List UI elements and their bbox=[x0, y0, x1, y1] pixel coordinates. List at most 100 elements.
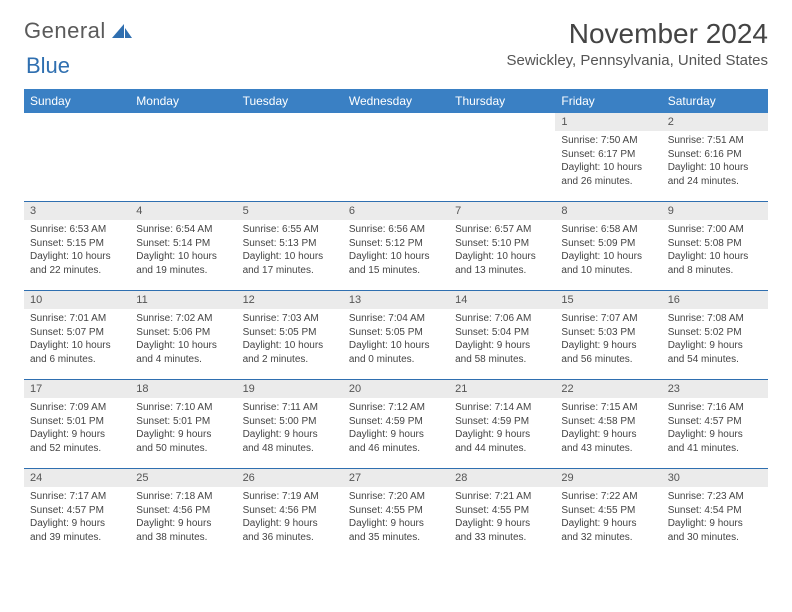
day-number: 11 bbox=[130, 291, 236, 309]
calendar-cell: 17 Sunrise: 7:09 AMSunset: 5:01 PMDayligh… bbox=[24, 380, 130, 469]
day-number: 16 bbox=[662, 291, 768, 309]
calendar-cell: 7 Sunrise: 6:57 AMSunset: 5:10 PMDaylight… bbox=[449, 202, 555, 291]
calendar-cell: 12Sunrise: 7:03 AMSunset: 5:05 PMDayligh… bbox=[237, 291, 343, 380]
day-number: 19 bbox=[237, 380, 343, 398]
day-detail: Sunrise: 7:16 AMSunset: 4:57 PMDaylight:… bbox=[668, 401, 762, 455]
calendar-cell: 11 Sunrise: 7:02 AMSunset: 5:06 PMDayligh… bbox=[130, 291, 236, 380]
day-detail: Sunrise: 7:07 AMSunset: 5:03 PMDaylight:… bbox=[561, 312, 655, 366]
logo-word-1: General bbox=[24, 18, 106, 44]
day-number: 7 bbox=[449, 202, 555, 220]
day-detail: Sunrise: 6:56 AMSunset: 5:12 PMDaylight:… bbox=[349, 223, 443, 277]
logo-sail-icon bbox=[110, 22, 134, 40]
day-number: 12 bbox=[237, 291, 343, 309]
day-detail: Sunrise: 6:53 AMSunset: 5:15 PMDaylight:… bbox=[30, 223, 124, 277]
calendar-cell: 20 Sunrise: 7:12 AMSunset: 4:59 PMDayligh… bbox=[343, 380, 449, 469]
day-number: 21 bbox=[449, 380, 555, 398]
calendar-row: 17 Sunrise: 7:09 AMSunset: 5:01 PMDayligh… bbox=[24, 380, 768, 469]
calendar-cell: 13Sunrise: 7:04 AMSunset: 5:05 PMDayligh… bbox=[343, 291, 449, 380]
calendar-cell: 14Sunrise: 7:06 AMSunset: 5:04 PMDayligh… bbox=[449, 291, 555, 380]
day-number: 8 bbox=[555, 202, 661, 220]
calendar-header-row: Sunday Monday Tuesday Wednesday Thursday… bbox=[24, 89, 768, 113]
page-title: November 2024 bbox=[506, 18, 768, 50]
calendar-cell: 22 Sunrise: 7:15 AMSunset: 4:58 PMDayligh… bbox=[555, 380, 661, 469]
calendar-cell: 21 Sunrise: 7:14 AMSunset: 4:59 PMDayligh… bbox=[449, 380, 555, 469]
calendar-cell bbox=[343, 113, 449, 202]
col-tuesday: Tuesday bbox=[237, 89, 343, 113]
calendar-cell: 6 Sunrise: 6:56 AMSunset: 5:12 PMDaylight… bbox=[343, 202, 449, 291]
day-detail: Sunrise: 6:55 AMSunset: 5:13 PMDaylight:… bbox=[243, 223, 337, 277]
day-detail: Sunrise: 7:20 AMSunset: 4:55 PMDaylight:… bbox=[349, 490, 443, 544]
calendar-cell bbox=[24, 113, 130, 202]
day-detail: Sunrise: 7:04 AMSunset: 5:05 PMDaylight:… bbox=[349, 312, 443, 366]
day-detail: Sunrise: 6:57 AMSunset: 5:10 PMDaylight:… bbox=[455, 223, 549, 277]
calendar-cell: 27 Sunrise: 7:20 AMSunset: 4:55 PMDayligh… bbox=[343, 469, 449, 558]
col-monday: Monday bbox=[130, 89, 236, 113]
calendar-cell bbox=[130, 113, 236, 202]
calendar-cell: 28Sunrise: 7:21 AMSunset: 4:55 PMDayligh… bbox=[449, 469, 555, 558]
calendar-cell: 19Sunrise: 7:11 AMSunset: 5:00 PMDayligh… bbox=[237, 380, 343, 469]
col-thursday: Thursday bbox=[449, 89, 555, 113]
calendar-cell: 30 Sunrise: 7:23 AMSunset: 4:54 PMDayligh… bbox=[662, 469, 768, 558]
calendar-cell: 1 Sunrise: 7:50 AMSunset: 6:17 PMDaylight… bbox=[555, 113, 661, 202]
calendar-table: Sunday Monday Tuesday Wednesday Thursday… bbox=[24, 89, 768, 557]
day-number: 29 bbox=[555, 469, 661, 487]
day-detail: Sunrise: 7:14 AMSunset: 4:59 PMDaylight:… bbox=[455, 401, 549, 455]
page-subtitle: Sewickley, Pennsylvania, United States bbox=[506, 52, 768, 69]
calendar-row: 24 Sunrise: 7:17 AMSunset: 4:57 PMDayligh… bbox=[24, 469, 768, 558]
day-number: 1 bbox=[555, 113, 661, 131]
col-wednesday: Wednesday bbox=[343, 89, 449, 113]
day-detail: Sunrise: 7:09 AMSunset: 5:01 PMDaylight:… bbox=[30, 401, 124, 455]
col-saturday: Saturday bbox=[662, 89, 768, 113]
day-detail: Sunrise: 7:51 AMSunset: 6:16 PMDaylight:… bbox=[668, 134, 762, 188]
calendar-cell: 8 Sunrise: 6:58 AMSunset: 5:09 PMDaylight… bbox=[555, 202, 661, 291]
day-detail: Sunrise: 7:10 AMSunset: 5:01 PMDaylight:… bbox=[136, 401, 230, 455]
day-detail: Sunrise: 7:17 AMSunset: 4:57 PMDaylight:… bbox=[30, 490, 124, 544]
day-detail: Sunrise: 7:50 AMSunset: 6:17 PMDaylight:… bbox=[561, 134, 655, 188]
calendar-row: 1 Sunrise: 7:50 AMSunset: 6:17 PMDaylight… bbox=[24, 113, 768, 202]
day-number: 30 bbox=[662, 469, 768, 487]
day-number: 23 bbox=[662, 380, 768, 398]
day-detail: Sunrise: 7:23 AMSunset: 4:54 PMDaylight:… bbox=[668, 490, 762, 544]
day-detail: Sunrise: 7:18 AMSunset: 4:56 PMDaylight:… bbox=[136, 490, 230, 544]
calendar-cell: 24 Sunrise: 7:17 AMSunset: 4:57 PMDayligh… bbox=[24, 469, 130, 558]
calendar-cell: 10 Sunrise: 7:01 AMSunset: 5:07 PMDayligh… bbox=[24, 291, 130, 380]
day-number: 10 bbox=[24, 291, 130, 309]
day-detail: Sunrise: 7:00 AMSunset: 5:08 PMDaylight:… bbox=[668, 223, 762, 277]
calendar-cell: 26Sunrise: 7:19 AMSunset: 4:56 PMDayligh… bbox=[237, 469, 343, 558]
calendar-cell bbox=[237, 113, 343, 202]
day-number: 27 bbox=[343, 469, 449, 487]
day-number: 25 bbox=[130, 469, 236, 487]
logo-word-2: Blue bbox=[26, 53, 70, 78]
day-detail: Sunrise: 7:21 AMSunset: 4:55 PMDaylight:… bbox=[455, 490, 549, 544]
day-number: 6 bbox=[343, 202, 449, 220]
calendar-cell: 18 Sunrise: 7:10 AMSunset: 5:01 PMDayligh… bbox=[130, 380, 236, 469]
day-number: 18 bbox=[130, 380, 236, 398]
calendar-cell: 15 Sunrise: 7:07 AMSunset: 5:03 PMDayligh… bbox=[555, 291, 661, 380]
day-detail: Sunrise: 7:01 AMSunset: 5:07 PMDaylight:… bbox=[30, 312, 124, 366]
calendar-cell: 9 Sunrise: 7:00 AMSunset: 5:08 PMDaylight… bbox=[662, 202, 768, 291]
day-detail: Sunrise: 7:12 AMSunset: 4:59 PMDaylight:… bbox=[349, 401, 443, 455]
day-detail: Sunrise: 6:54 AMSunset: 5:14 PMDaylight:… bbox=[136, 223, 230, 277]
day-number: 9 bbox=[662, 202, 768, 220]
col-sunday: Sunday bbox=[24, 89, 130, 113]
calendar-row: 3 Sunrise: 6:53 AMSunset: 5:15 PMDaylight… bbox=[24, 202, 768, 291]
col-friday: Friday bbox=[555, 89, 661, 113]
calendar-row: 10 Sunrise: 7:01 AMSunset: 5:07 PMDayligh… bbox=[24, 291, 768, 380]
day-detail: Sunrise: 7:08 AMSunset: 5:02 PMDaylight:… bbox=[668, 312, 762, 366]
day-number: 15 bbox=[555, 291, 661, 309]
day-number: 17 bbox=[24, 380, 130, 398]
calendar-cell: 5Sunrise: 6:55 AMSunset: 5:13 PMDaylight… bbox=[237, 202, 343, 291]
day-detail: Sunrise: 7:15 AMSunset: 4:58 PMDaylight:… bbox=[561, 401, 655, 455]
day-detail: Sunrise: 6:58 AMSunset: 5:09 PMDaylight:… bbox=[561, 223, 655, 277]
calendar-cell: 25 Sunrise: 7:18 AMSunset: 4:56 PMDayligh… bbox=[130, 469, 236, 558]
day-number: 3 bbox=[24, 202, 130, 220]
calendar-cell bbox=[449, 113, 555, 202]
calendar-cell: 3 Sunrise: 6:53 AMSunset: 5:15 PMDaylight… bbox=[24, 202, 130, 291]
day-number: 24 bbox=[24, 469, 130, 487]
day-number: 20 bbox=[343, 380, 449, 398]
day-number: 22 bbox=[555, 380, 661, 398]
calendar-cell: 2Sunrise: 7:51 AMSunset: 6:16 PMDaylight… bbox=[662, 113, 768, 202]
day-detail: Sunrise: 7:02 AMSunset: 5:06 PMDaylight:… bbox=[136, 312, 230, 366]
calendar-cell: 4Sunrise: 6:54 AMSunset: 5:14 PMDaylight… bbox=[130, 202, 236, 291]
day-detail: Sunrise: 7:06 AMSunset: 5:04 PMDaylight:… bbox=[455, 312, 549, 366]
